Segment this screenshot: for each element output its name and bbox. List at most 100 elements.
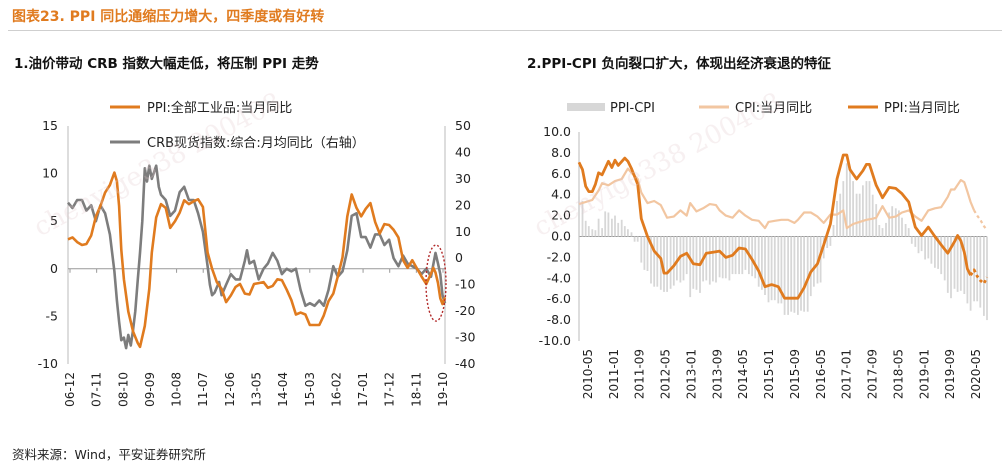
chart2-gap-bar	[901, 217, 903, 237]
chart2-gap-bar	[734, 236, 737, 275]
chart1-right-tick-label: -30	[455, 330, 475, 345]
chart2-x-tick-label: 2020-05	[969, 349, 983, 399]
chart2-gap-bar	[682, 236, 685, 281]
chart2-gap-bar	[650, 236, 652, 284]
chart2-gap-bar	[934, 236, 936, 268]
chart2-gap-bar	[587, 226, 590, 237]
chart2-gap-bar	[594, 230, 597, 237]
chart2-gap-bar	[669, 236, 672, 289]
chart2-gap-bar	[728, 236, 731, 281]
chart2-gap-bar	[910, 236, 913, 244]
chart2-gap-bar	[653, 236, 656, 287]
chart2-gap-bar	[643, 236, 646, 270]
chart2-gap-bar	[767, 236, 770, 303]
chart1-right-tick-label: -40	[455, 356, 475, 371]
chart1-legend-ppi-label: PPI:全部工业品:当月同比	[147, 100, 292, 116]
chart1-x-tick-label: 10-08	[170, 372, 184, 407]
chart2-gap-bar	[620, 219, 623, 237]
chart1-left-tick-label: -10	[38, 356, 58, 371]
chart2-gap-bar	[581, 201, 584, 237]
chart2-gap-bar	[793, 236, 796, 313]
chart2-gap-bar	[754, 236, 757, 279]
chart1-right-tick-label: 20	[455, 197, 471, 212]
chart2-gap-bar	[803, 236, 805, 312]
chart2-gap-bar	[607, 212, 610, 237]
chart2-y-tick-label: -4.0	[547, 270, 571, 285]
chart2-gap-bar	[663, 236, 665, 292]
chart1-x-tick-label: 11-07	[196, 372, 210, 407]
chart2-gap-bar	[672, 236, 675, 286]
chart2-y-tick-label: 2.0	[551, 208, 571, 223]
chart2-x-tick-label: 2013-09	[710, 349, 724, 399]
chart2-gap-bar	[773, 236, 776, 301]
chart2-x-tick-label: 2019-01	[917, 349, 931, 399]
chart2-gap-bar	[976, 236, 979, 302]
chart2-gap-bar	[783, 236, 786, 315]
chart2-gap-bar	[839, 193, 842, 237]
chart1-ppi-line	[67, 171, 447, 349]
chart2-gap-bar	[630, 232, 633, 237]
chart2-gap-bar	[617, 222, 620, 237]
chart1-x-tick-label: 16-02	[329, 372, 343, 407]
chart2-gap-bar	[627, 229, 629, 237]
chart2-gap-bar	[891, 206, 894, 237]
chart2-gap-bar	[950, 236, 952, 299]
chart2-gap-bar	[845, 163, 848, 237]
chart2-gap-bar	[924, 236, 926, 260]
chart2-gap-bar	[898, 210, 900, 237]
chart2-gap-bar	[881, 228, 884, 237]
chart1-x-tick-label: 18-11	[409, 372, 423, 407]
chart2-x-tick-label: 2016-05	[814, 349, 828, 399]
chart1-x-tick-label: 09-09	[143, 372, 157, 407]
chart2-gap-bar	[979, 236, 982, 308]
chart1-x-tick-label: 06-12	[63, 372, 77, 407]
chart2-gap-bar	[885, 222, 887, 237]
chart2-gap-bar	[689, 236, 692, 298]
chart2-gap-bar	[875, 204, 878, 237]
chart2-title: 2.PPI-CPI 负向裂口扩大，体现出经济衰退的特征	[527, 56, 831, 72]
chart2-gap-bar	[806, 236, 809, 312]
chart2-gap-bar	[894, 208, 897, 237]
chart1-crb-line	[67, 164, 447, 350]
chart2-gap-bar	[868, 181, 871, 237]
chart2-gap-bar	[712, 236, 714, 282]
chart2-x-tick-label: 2012-05	[659, 349, 673, 399]
chart2-y-tick-label: 10.0	[543, 124, 571, 139]
chart2-gap-bar	[855, 193, 858, 237]
chart2-gap-bar	[937, 236, 939, 269]
chart2-gap-bar	[764, 236, 766, 295]
chart2-gap-bar	[946, 236, 949, 293]
chart2-gap-bar	[953, 236, 956, 289]
chart2-gap-bar	[904, 224, 907, 237]
chart2-x-tick-label: 2010-05	[581, 349, 595, 399]
chart2-gap-bar	[832, 225, 835, 237]
chart2-gap-bar	[790, 236, 793, 312]
chart1-x-tick-label: 14-04	[276, 372, 290, 407]
chart2-ppi-cpi-gap: 10.0 8.0 6.0 4.0 2.0 0.0 -2.0 -4.0 -6.0 -8.0 -10.0…	[539, 101, 989, 399]
chart2-gap-bar	[601, 228, 603, 237]
chart2-gap-bar	[907, 228, 910, 237]
chart2-gap-bar	[956, 236, 959, 292]
chart2-gap-bar	[927, 236, 930, 259]
chart2-gap-bar	[920, 236, 923, 252]
chart2-gap-bar	[761, 236, 763, 290]
chart2-ppi-line	[577, 153, 972, 300]
chart2-gap-bar	[849, 169, 851, 237]
chart2-gap-bar	[666, 236, 668, 292]
chart2-gap-bar	[829, 236, 832, 246]
chart2-gap-bar	[809, 236, 812, 297]
chart2-gap-bar	[744, 236, 747, 270]
chart1-right-tick-label: 30	[455, 171, 471, 186]
chart2-gap-bar	[604, 211, 607, 237]
chart2-gap-bar	[871, 194, 874, 237]
chart2-gap-bar	[914, 236, 917, 247]
chart2-gap-bar	[800, 236, 802, 311]
chart1-right-tick-label: 40	[455, 144, 471, 159]
chart2-x-tick-label: 2014-05	[736, 349, 750, 399]
chart2-y-tick-label: -10.0	[539, 333, 571, 348]
chart2-gap-bar	[646, 236, 649, 271]
chart2-gap-bar	[770, 236, 773, 301]
chart1-right-tick-label: 50	[455, 118, 471, 133]
chart2-gap-bar	[888, 212, 890, 237]
